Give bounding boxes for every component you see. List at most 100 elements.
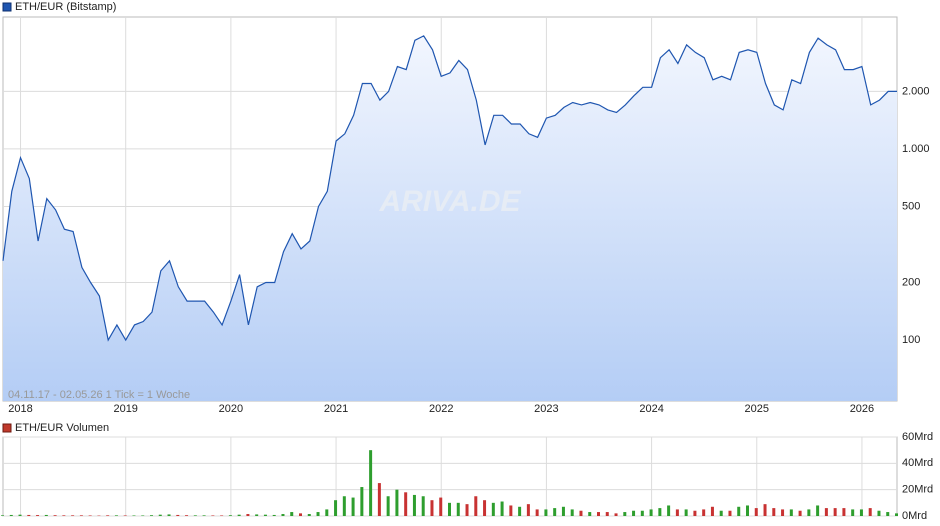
legend-label: ETH/EUR (Bitstamp) <box>15 1 116 13</box>
volume-bar <box>360 487 364 516</box>
volume-bar <box>649 509 653 516</box>
volume-bar <box>807 509 811 516</box>
volume-bar <box>18 514 22 516</box>
volume-bar <box>719 510 723 516</box>
volume-bar <box>544 509 548 516</box>
volume-bar <box>9 514 13 516</box>
volume-bar <box>570 509 574 516</box>
volume-bar <box>614 513 618 516</box>
volume-bar <box>255 514 259 516</box>
volume-bar <box>246 514 250 516</box>
volume-bar <box>500 501 504 516</box>
volume-bar <box>150 515 153 516</box>
volume-bar <box>526 504 530 516</box>
volume-bar <box>561 506 565 516</box>
volume-bar <box>106 515 110 516</box>
area-fill <box>3 35 897 402</box>
volume-bar <box>474 496 478 516</box>
volume-bar <box>316 512 320 516</box>
volume-bar <box>220 515 224 516</box>
volume-bar <box>859 509 863 516</box>
volume-bar <box>772 508 776 516</box>
volume-bar <box>158 514 162 516</box>
volume-bar <box>754 508 758 516</box>
volume-bar <box>667 505 671 516</box>
volume-bar <box>465 504 469 516</box>
legend-swatch <box>2 423 12 433</box>
volume-bar <box>824 508 828 516</box>
volume-bar <box>44 514 48 516</box>
volume-bar <box>132 515 136 516</box>
volume-bar <box>237 514 241 516</box>
volume-bar <box>868 508 872 516</box>
volume-bar <box>430 500 434 516</box>
volume-bar <box>675 509 679 516</box>
volume-bar <box>342 496 346 516</box>
volume-bar <box>334 500 338 516</box>
volume-bar <box>412 494 416 516</box>
volume-bar <box>737 506 741 516</box>
volume-bar <box>728 510 732 516</box>
volume-bar <box>693 510 697 516</box>
volume-bar <box>789 509 793 516</box>
volume-bar <box>781 509 785 516</box>
x-tick-label: 2022 <box>429 403 453 415</box>
legend-label: ETH/EUR Volumen <box>15 422 109 434</box>
volume-bar <box>816 505 820 516</box>
volume-bar <box>228 515 232 516</box>
volume-bar <box>535 509 539 516</box>
volume-bar <box>369 450 373 516</box>
volume-bar <box>36 515 40 516</box>
volume-bar <box>202 515 206 516</box>
volume-bar <box>88 515 92 516</box>
x-tick-label: 2026 <box>850 403 874 415</box>
y-tick-label: 500 <box>902 200 920 212</box>
legend-swatch <box>2 2 12 12</box>
volume-bar <box>632 510 636 516</box>
volume-bar <box>404 492 408 516</box>
volume-bar <box>395 489 399 516</box>
volume-bar <box>877 510 881 516</box>
volume-bar <box>211 515 215 516</box>
volume-bar <box>684 509 688 516</box>
volume-bar <box>439 497 443 516</box>
volume-bar <box>895 513 898 516</box>
volume-bar <box>842 508 846 516</box>
volume-bar <box>658 508 662 516</box>
volume-bar <box>579 510 583 516</box>
volume-bar <box>123 515 127 516</box>
volume-bar <box>886 512 890 516</box>
volume-bar <box>307 514 311 516</box>
volume-bar <box>176 514 180 516</box>
volume-bar <box>299 513 302 516</box>
volume-bar <box>377 483 381 516</box>
x-tick-label: 2024 <box>639 403 663 415</box>
x-tick-label: 2020 <box>219 403 243 415</box>
volume-bar <box>605 512 609 516</box>
volume-bar <box>851 509 855 516</box>
x-tick-label: 2018 <box>8 403 32 415</box>
footnote: 04.11.17 - 02.05.26 1 Tick = 1 Woche <box>8 389 190 401</box>
y-tick-label: 1.000 <box>902 143 930 155</box>
volume-bar <box>53 515 57 516</box>
volume-bar <box>62 515 66 516</box>
volume-bar <box>351 497 355 516</box>
volume-bar <box>281 514 285 516</box>
volume-bar <box>263 514 267 516</box>
volume-bar <box>272 514 276 516</box>
watermark: ARIVA.DE <box>378 185 521 218</box>
volume-bar <box>27 514 31 516</box>
x-tick-label: 2025 <box>745 403 769 415</box>
x-tick-label: 2019 <box>113 403 137 415</box>
x-tick-label: 2023 <box>534 403 558 415</box>
volume-bar <box>456 502 460 516</box>
y-tick-label: 60Mrd <box>902 431 933 443</box>
volume-bar <box>491 502 495 516</box>
price-line <box>2 35 897 342</box>
volume-bar <box>1 515 4 516</box>
y-tick-label: 2.000 <box>902 85 930 97</box>
volume-bar <box>509 505 513 516</box>
y-tick-label: 20Mrd <box>902 484 933 496</box>
volume-bar <box>448 502 451 516</box>
